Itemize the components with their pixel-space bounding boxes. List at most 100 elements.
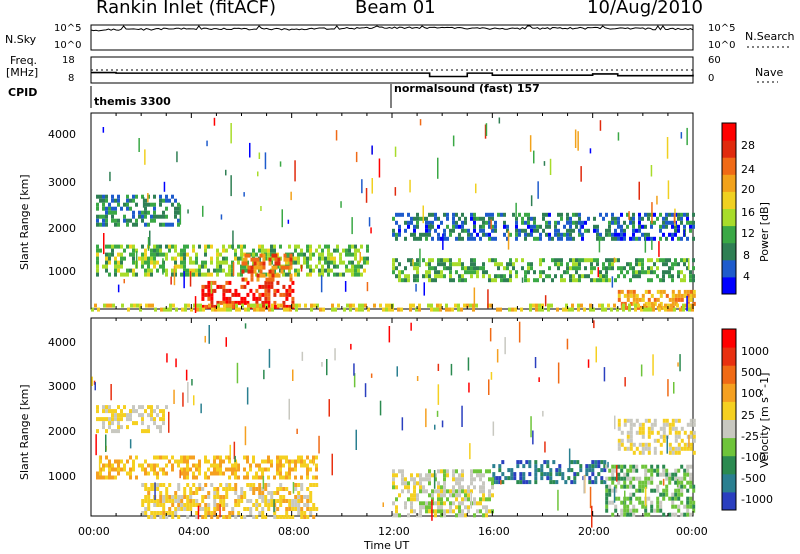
- heatmap-cell: [522, 480, 526, 485]
- heatmap-cell: [309, 491, 313, 495]
- heatmap-cell: [410, 501, 413, 506]
- heatmap-cell: [549, 468, 553, 473]
- heatmap-cell: [156, 511, 160, 515]
- heatmap-cell: [590, 270, 593, 275]
- heatmap-cell: [401, 489, 404, 494]
- heatmap-cell: [458, 258, 461, 263]
- heatmap-streak: [234, 455, 236, 463]
- heatmap-cell: [623, 274, 626, 279]
- heatmap-cell: [485, 513, 488, 518]
- heatmap-cell: [234, 292, 238, 297]
- heatmap-cell: [557, 236, 560, 241]
- heatmap-cell: [623, 301, 627, 306]
- heatmap-cell: [440, 220, 443, 225]
- heatmap-cell: [569, 220, 572, 225]
- heatmap-cell: [573, 476, 577, 481]
- heatmap-cell: [437, 216, 440, 221]
- heatmap-cell: [614, 278, 617, 283]
- heatmap-cell: [324, 260, 327, 265]
- heatmap-cell: [550, 303, 553, 308]
- heatmap-cell: [452, 216, 455, 221]
- heatmap-cell: [295, 303, 298, 308]
- heatmap-cell: [419, 473, 422, 478]
- heatmap-cell: [249, 487, 253, 491]
- heatmap-cell: [498, 480, 502, 485]
- heatmap-cell: [590, 262, 593, 267]
- heatmap-cell: [198, 483, 202, 487]
- heatmap-cell: [679, 307, 682, 312]
- heatmap-cell: [455, 262, 458, 267]
- heatmap-cell: [551, 236, 554, 241]
- heatmap-cell: [584, 274, 587, 279]
- heatmap-cell: [318, 252, 321, 257]
- heatmap-cell: [571, 303, 574, 308]
- heatmap-cell: [644, 212, 647, 217]
- heatmap-cell: [255, 515, 259, 519]
- heatmap-cell: [629, 484, 633, 489]
- heatmap-streak: [102, 127, 105, 133]
- heatmap-streak: [658, 241, 660, 257]
- heatmap-cell: [180, 455, 183, 460]
- heatmap-cell: [169, 303, 172, 308]
- heatmap-cell: [159, 198, 162, 203]
- heatmap-cell: [591, 468, 595, 473]
- heatmap-cell: [267, 284, 271, 289]
- heatmap-cell: [617, 426, 621, 431]
- heatmap-cell: [611, 262, 614, 267]
- heatmap-cell: [195, 511, 199, 515]
- heatmap-cell: [626, 418, 630, 423]
- heatmap-cell: [168, 222, 171, 227]
- heatmap-cell: [647, 212, 650, 217]
- heatmap-cell: [312, 507, 316, 511]
- heatmap-cell: [637, 303, 640, 308]
- heatmap-cell: [348, 248, 351, 253]
- heatmap-cell: [587, 274, 590, 279]
- heatmap-cell: [464, 266, 467, 271]
- heatmap-cell: [528, 480, 532, 485]
- heatmap-cell: [622, 303, 625, 308]
- heatmap-cell: [351, 244, 354, 249]
- heatmap-cell: [102, 264, 105, 269]
- heatmap-cell: [413, 485, 416, 490]
- heatmap-cell: [210, 304, 214, 309]
- heatmap-cell: [306, 503, 310, 507]
- heatmap-streak: [537, 181, 539, 199]
- heatmap-cell: [141, 214, 144, 219]
- heatmap-cell: [404, 220, 407, 225]
- heatmap-cell: [288, 284, 292, 289]
- heatmap-cell: [150, 463, 153, 468]
- heatmap-streak: [235, 461, 238, 470]
- heatmap-cell: [620, 438, 624, 443]
- heatmap-streak: [475, 183, 477, 194]
- heatmap-cell: [373, 303, 376, 308]
- heatmap-cell: [641, 297, 645, 302]
- heatmap-cell: [682, 307, 685, 312]
- heatmap-cell: [566, 212, 569, 217]
- heatmap-cell: [303, 463, 306, 468]
- heatmap-cell: [231, 260, 234, 265]
- heatmap-cell: [647, 442, 651, 447]
- heatmap-cell: [410, 258, 413, 263]
- heatmap-cell: [461, 469, 464, 474]
- heatmap-cell: [419, 236, 422, 241]
- heatmap-cell: [674, 468, 678, 473]
- heatmap-cell: [647, 216, 650, 221]
- heatmap-cell: [671, 446, 675, 451]
- heatmap-cell: [530, 216, 533, 221]
- heatmap-cell: [641, 488, 645, 493]
- heatmap-streak: [518, 321, 521, 343]
- heatmap-cell: [151, 303, 154, 308]
- heatmap-cell: [683, 468, 687, 473]
- heatmap-cell: [108, 409, 111, 414]
- heatmap-cell: [635, 297, 639, 302]
- heatmap-cell: [677, 212, 680, 217]
- cpid-panel: [90, 84, 392, 108]
- heatmap-cell: [132, 244, 135, 249]
- freq-label-2: [MHz]: [6, 66, 39, 79]
- heatmap-cell: [629, 446, 633, 451]
- heatmap-cell: [99, 248, 102, 253]
- heatmap-cell: [557, 258, 560, 263]
- heatmap-cell: [132, 268, 135, 273]
- heatmap-cell: [662, 274, 665, 279]
- heatmap-cell: [626, 512, 630, 517]
